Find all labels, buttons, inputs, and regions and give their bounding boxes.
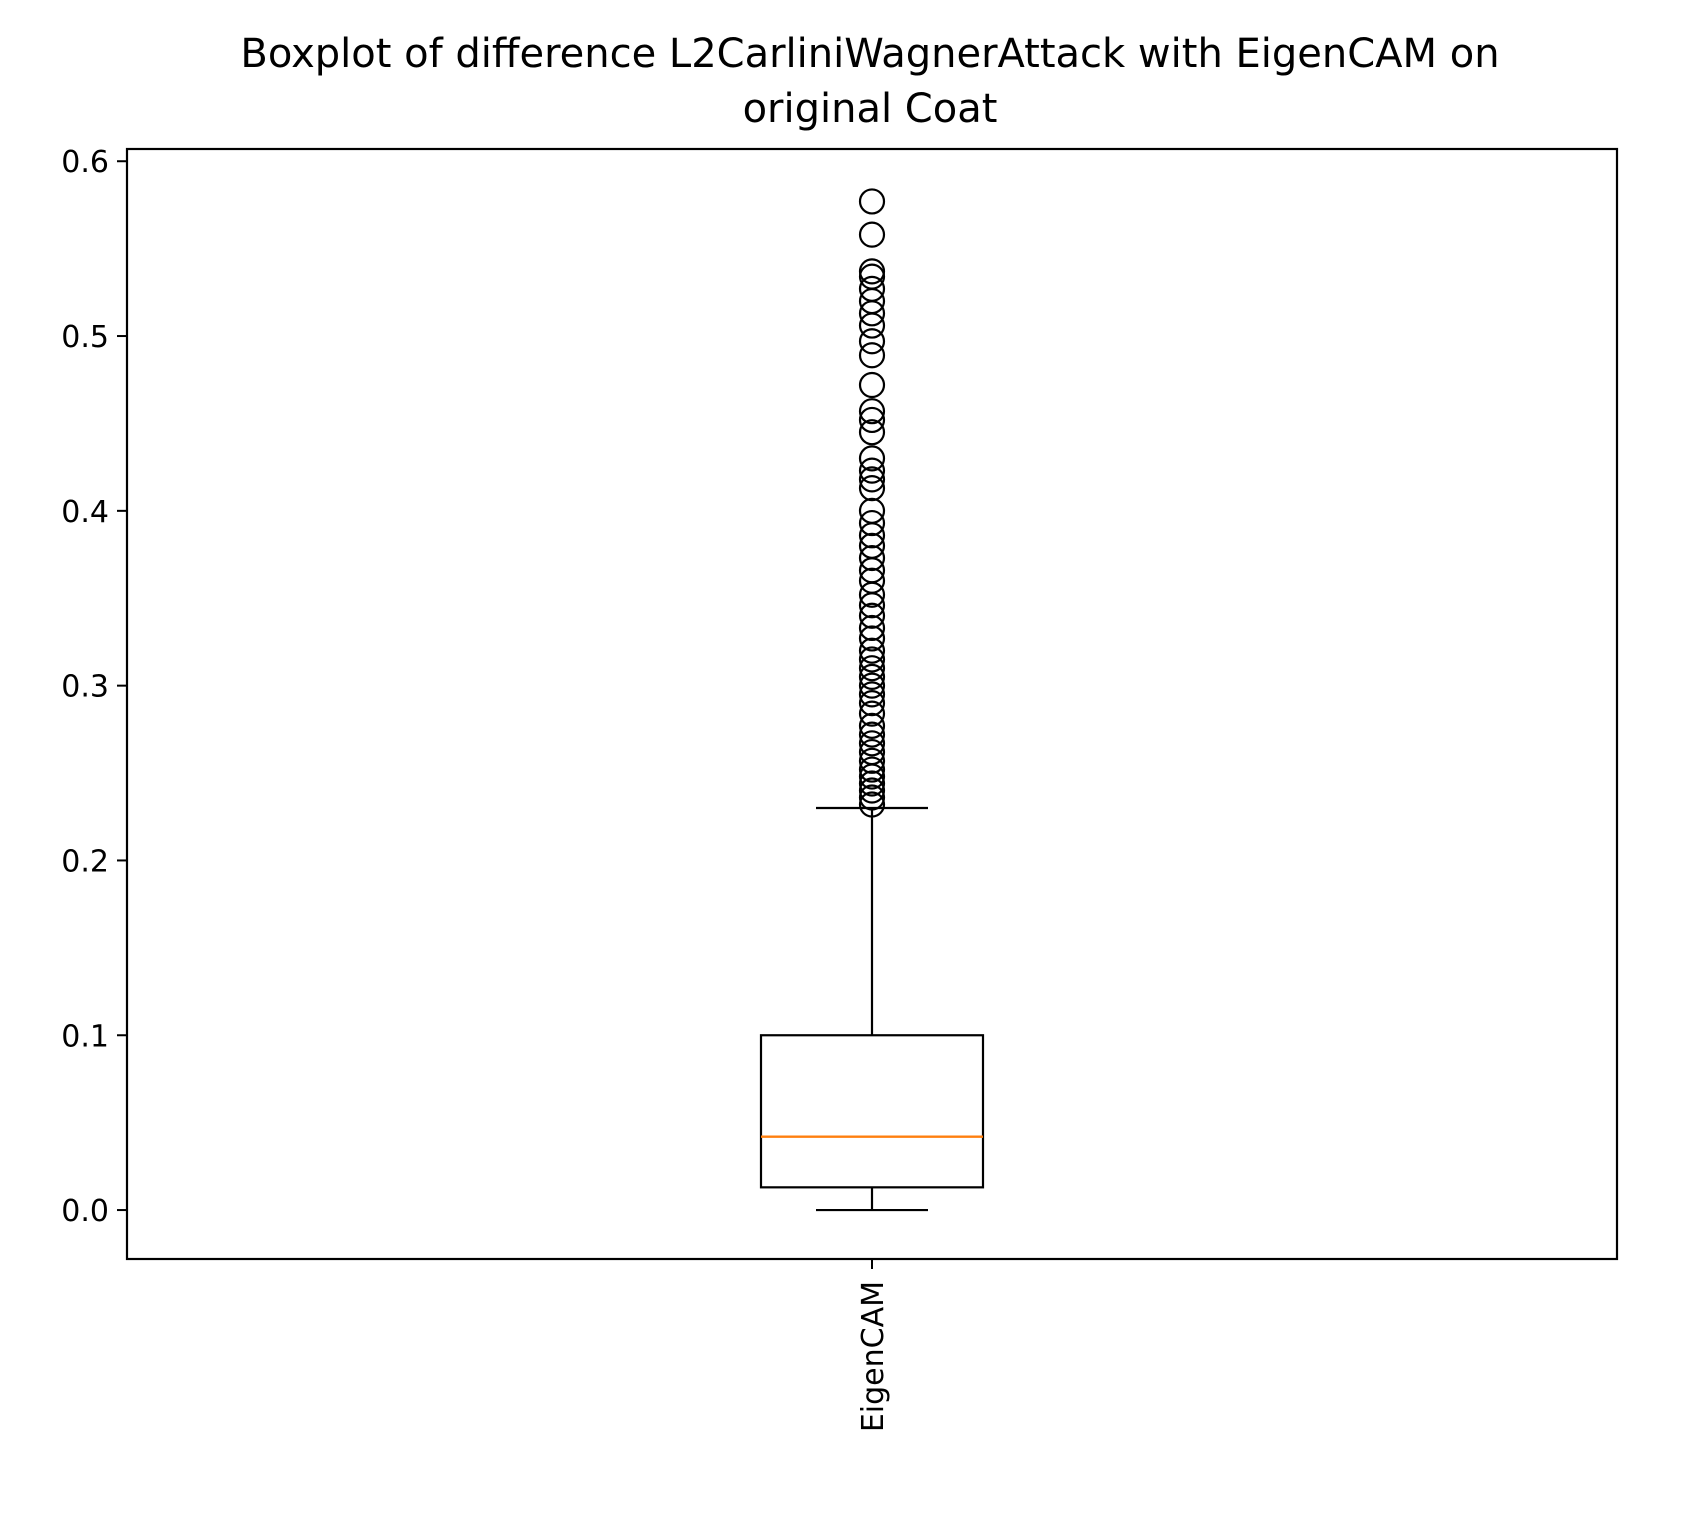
- outlier-point: [858, 784, 886, 811]
- outlier-point: [858, 497, 886, 524]
- outlier-point: [858, 738, 886, 766]
- outlier-point: [858, 258, 886, 285]
- outlier-point: [858, 770, 886, 797]
- outlier-point: [858, 625, 886, 652]
- y-tick-label: 0.3: [61, 670, 109, 705]
- outlier-point: [858, 655, 886, 682]
- outlier-point: [858, 342, 886, 369]
- iqr-box: [759, 1034, 985, 1189]
- outlier-point: [858, 721, 886, 748]
- y-tick-label: 0.2: [61, 844, 109, 879]
- y-tick-label: 0.4: [61, 495, 109, 530]
- outlier-point: [858, 681, 886, 708]
- outlier-point: [858, 756, 886, 783]
- outlier-point: [858, 690, 886, 717]
- outlier-point: [858, 445, 886, 472]
- outlier-point: [858, 188, 886, 215]
- outlier-point: [858, 457, 886, 484]
- chart-title-line-2: original Coat: [743, 86, 998, 132]
- outlier-point: [858, 532, 886, 559]
- y-axis: 0.0 0.1 0.2 0.3 0.4 0.5 0.6: [61, 145, 127, 1229]
- outlier-point: [858, 637, 886, 664]
- outlier-point: [858, 602, 886, 629]
- outlier-point: [858, 466, 886, 493]
- outlier-point: [858, 419, 886, 446]
- outlier-point: [858, 747, 886, 774]
- outlier-point: [858, 567, 886, 594]
- outlier-point: [858, 509, 886, 537]
- outlier-point: [858, 712, 886, 739]
- outlier-point: [858, 730, 886, 757]
- y-tick-label: 0.6: [61, 145, 109, 180]
- outlier-point: [858, 221, 886, 248]
- chart-title-line-1: Boxplot of difference L2CarliniWagnerAtt…: [240, 31, 1499, 77]
- outlier-point: [858, 777, 886, 804]
- outlier-point: [858, 371, 886, 399]
- outlier-point: [858, 646, 886, 673]
- y-tick-label: 0.1: [61, 1019, 109, 1054]
- outlier-point: [858, 475, 886, 502]
- plot-area-frame: [125, 147, 1619, 1261]
- y-tick-label: 0.5: [61, 320, 109, 355]
- outlier-point: [858, 406, 886, 434]
- outlier-point: [858, 791, 886, 818]
- outlier-point: [858, 592, 886, 619]
- outlier-point: [858, 672, 886, 699]
- outlier-point: [858, 700, 886, 727]
- x-tick-label: EigenCAM: [856, 1281, 891, 1432]
- outlier-point: [858, 663, 886, 691]
- outlier-point: [858, 328, 886, 355]
- box-group: [759, 188, 985, 1212]
- y-tick-label: 0.0: [61, 1194, 109, 1229]
- outlier-point: [858, 398, 886, 425]
- outlier-point: [858, 614, 886, 642]
- outlier-point: [858, 544, 886, 572]
- outlier-point: [858, 275, 886, 302]
- x-axis: EigenCAM: [856, 1259, 891, 1432]
